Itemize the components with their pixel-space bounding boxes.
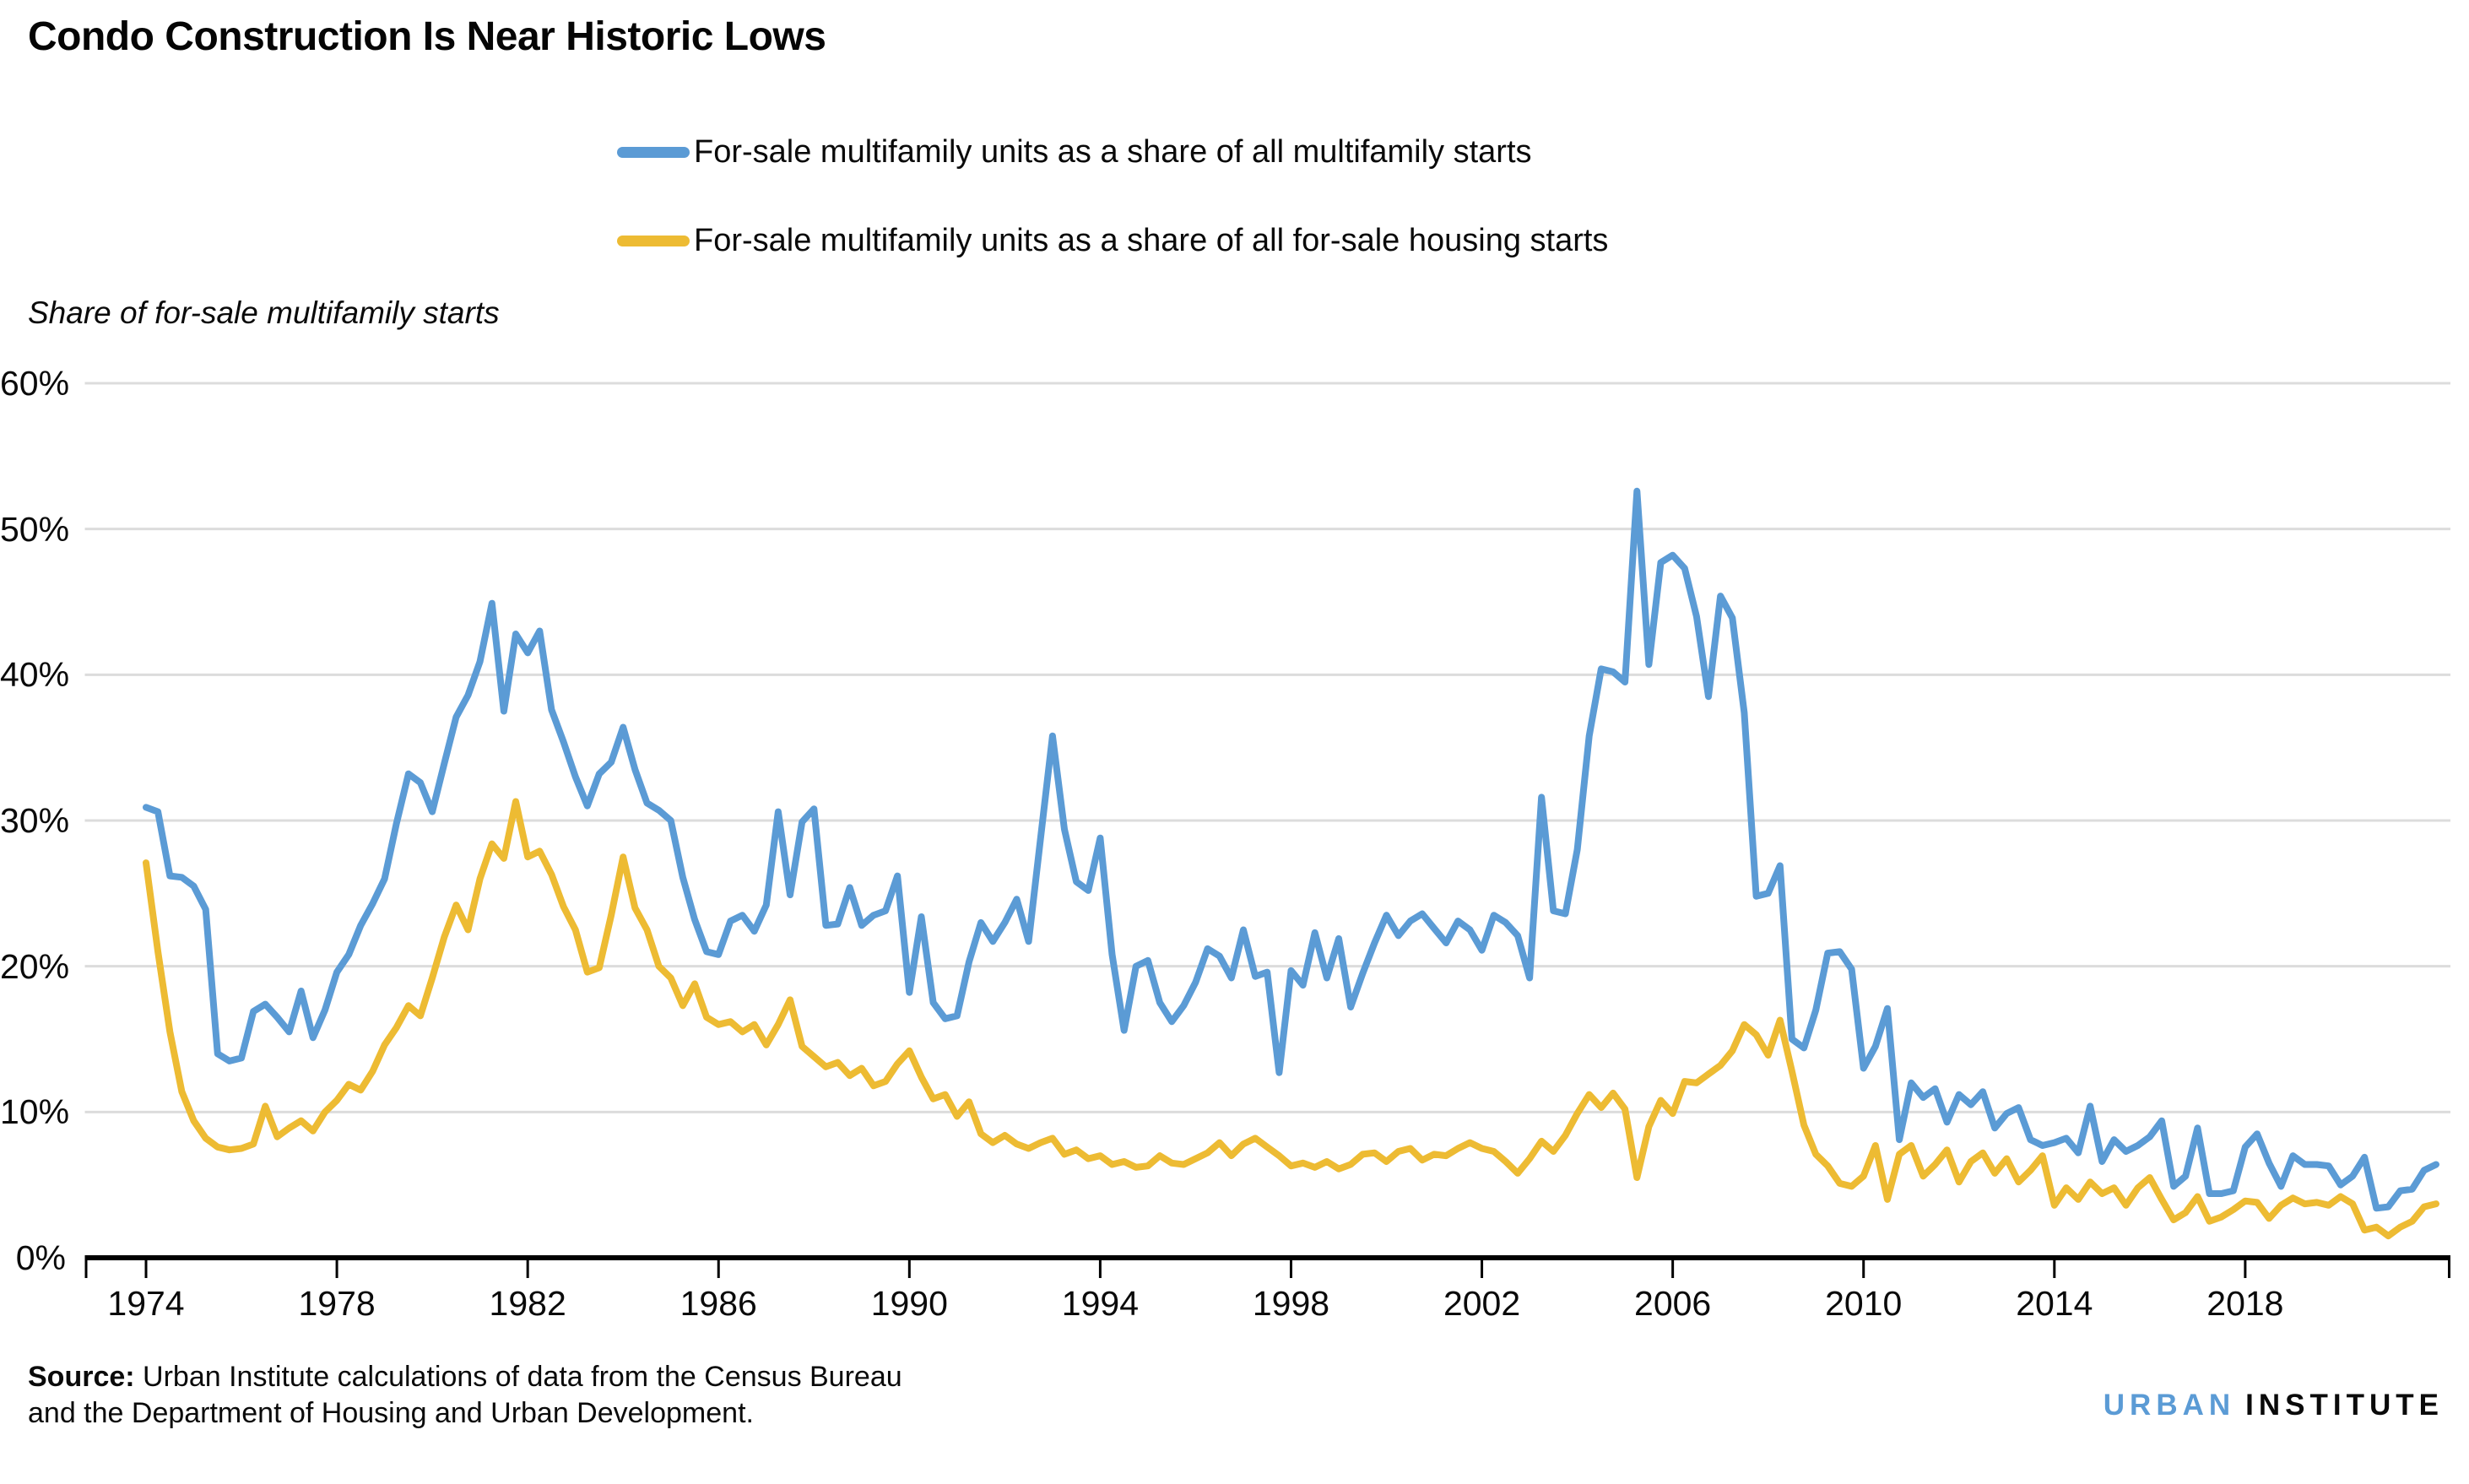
x-tick-label-2018: 2018 (2206, 1284, 2284, 1323)
y-tick-label-40: 40% (0, 655, 70, 695)
legend: For-sale multifamily units as a share of… (617, 133, 1608, 311)
chart-title: Condo Construction Is Near Historic Lows (28, 14, 826, 59)
series-line-forsale-share (143, 798, 2439, 1240)
legend-label: For-sale multifamily units as a share of… (694, 222, 1609, 258)
y-tick-label-30: 30% (0, 800, 70, 840)
x-tick-label-1974: 1974 (107, 1284, 185, 1323)
logo-institute-text: INSTITUTE (2245, 1389, 2444, 1422)
y-tick-label-50: 50% (0, 509, 70, 549)
legend-item-multifamily-share: For-sale multifamily units as a share of… (617, 133, 1608, 171)
logo-urban-text: URBAN (2103, 1389, 2236, 1422)
x-tick-label-2010: 2010 (1825, 1284, 1903, 1323)
x-tick-label-2002: 2002 (1443, 1284, 1521, 1323)
series-line-multifamily-share (143, 487, 2439, 1212)
x-tick-label-1986: 1986 (680, 1284, 757, 1323)
source-note: Source: Urban Institute calculations of … (28, 1359, 902, 1432)
y-tick-label-60: 60% (0, 363, 70, 403)
x-tick-label-2014: 2014 (2016, 1284, 2093, 1323)
x-tick-label-2006: 2006 (1634, 1284, 1712, 1323)
x-tick-label-1978: 1978 (298, 1284, 376, 1323)
legend-line-swatch-yellow (617, 235, 690, 246)
legend-line-swatch-blue (617, 146, 690, 158)
legend-label: For-sale multifamily units as a share of… (694, 133, 1532, 170)
y-tick-label-10: 10% (0, 1092, 70, 1132)
x-tick-label-1994: 1994 (1061, 1284, 1139, 1323)
source-line-1: Source: Urban Institute calculations of … (28, 1359, 902, 1395)
y-tick-label-20: 20% (0, 946, 70, 986)
x-tick-label-1982: 1982 (489, 1284, 566, 1323)
y-axis-title: Share of for-sale multifamily starts (28, 295, 500, 330)
y-tick-label-0: 0% (15, 1238, 66, 1277)
legend-item-forsale-share: For-sale multifamily units as a share of… (617, 222, 1608, 259)
x-tick-label-1990: 1990 (870, 1284, 948, 1323)
source-label: Source: (28, 1361, 135, 1393)
x-tick-label-1998: 1998 (1252, 1284, 1330, 1323)
source-line-2: and the Department of Housing and Urban … (28, 1397, 754, 1429)
source-text: Urban Institute calculations of data fro… (134, 1361, 902, 1393)
urban-institute-logo: URBAN INSTITUTE (2104, 1389, 2444, 1422)
